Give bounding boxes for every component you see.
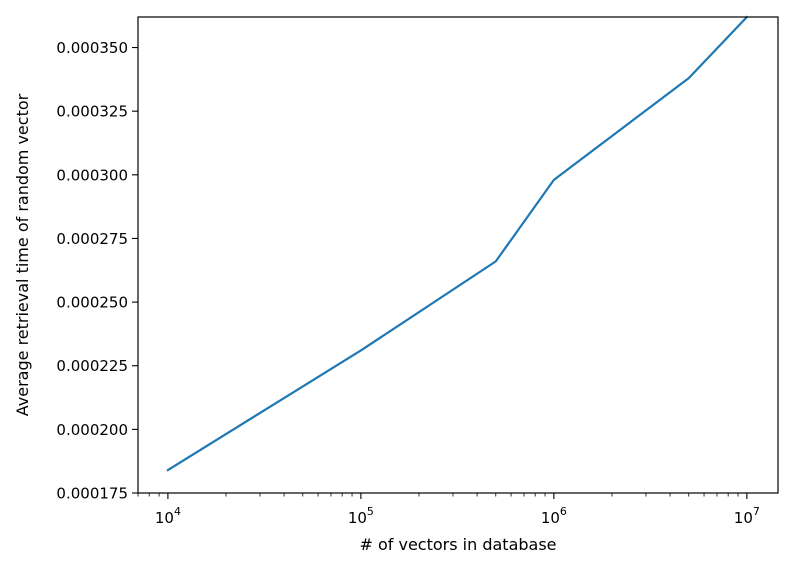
y-tick-label: 0.000325 (56, 103, 128, 121)
plot-area (166, 15, 749, 472)
y-tick-label: 0.000200 (56, 421, 128, 439)
x-tick-label: 107 (734, 505, 760, 527)
x-tick-label: 105 (348, 505, 374, 527)
x-tick-label: 106 (541, 505, 567, 527)
y-tick-label: 0.000175 (56, 485, 128, 503)
y-tick-label: 0.000350 (56, 39, 128, 57)
x-axis-label: # of vectors in database (359, 535, 556, 554)
y-tick-label: 0.000275 (56, 230, 128, 248)
series-line (166, 15, 749, 472)
y-tick-label: 0.000300 (56, 166, 128, 184)
y-tick-label: 0.000225 (56, 357, 128, 375)
x-tick-label: 104 (155, 505, 181, 527)
y-tick-label: 0.000250 (56, 294, 128, 312)
y-axis: 0.000175 0.000200 0.000225 0.000250 0.000275… (56, 39, 138, 503)
x-axis: 104 105 106 107 (137, 493, 760, 527)
y-axis-label: Average retrieval time of random vector (13, 93, 32, 416)
axes-frame (137, 16, 779, 494)
